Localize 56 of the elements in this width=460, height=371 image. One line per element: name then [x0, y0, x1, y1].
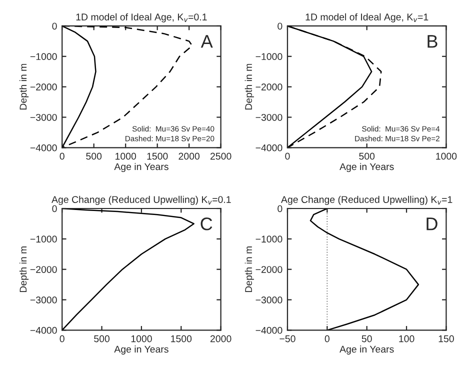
x-tick-label: 50: [362, 335, 372, 342]
x-tick-label: 0: [60, 152, 64, 160]
x-tick-label: 500: [359, 152, 375, 160]
x-tick-label: 150: [438, 335, 454, 342]
x-tick-label: 2500: [210, 152, 232, 160]
y-tick-label: 0: [52, 22, 57, 30]
x-tick-label: 1000: [436, 152, 457, 160]
x-tick-label: 500: [86, 152, 102, 160]
chart-title: Age Change (Reduced Upwelling) K$_{v}$=0.1: [52, 196, 231, 205]
chart-title: 1D model of Ideal Age, K$_{v}$=0.1: [76, 13, 207, 22]
y-tick-label: −3000: [30, 296, 57, 304]
y-tick-label: −3000: [256, 296, 282, 304]
y-axis-title: Depth in m: [244, 246, 254, 292]
y-tick-label: −4000: [30, 144, 57, 152]
y-tick-label: 0: [278, 22, 282, 30]
x-axis-title: Age in Years: [114, 346, 168, 355]
y-tick-label: −1000: [30, 236, 57, 243]
y-tick-label: −2000: [256, 84, 282, 90]
x-tick-label: 1500: [147, 152, 168, 160]
y-tick-label: −1000: [256, 236, 282, 243]
annotation: B: [428, 35, 438, 48]
x-axis-title: Age in Years: [340, 346, 394, 355]
y-axis-title: Depth in m: [19, 246, 29, 292]
y-tick-label: 0: [52, 205, 57, 212]
y-tick-label: 0: [278, 205, 282, 212]
x-tick-label: 2000: [178, 152, 200, 160]
annotation: D: [426, 218, 438, 230]
x-axis-title: Age in Years: [114, 162, 168, 172]
x-tick-label: 0: [285, 152, 290, 160]
annotation: C: [200, 217, 212, 230]
y-tick-label: −1000: [30, 53, 57, 60]
y-tick-label: −1000: [256, 53, 282, 60]
x-tick-label: 0: [60, 335, 64, 342]
x-axis-title: Age in Years: [340, 162, 394, 172]
y-tick-label: −2000: [256, 266, 282, 273]
y-tick-label: −3000: [256, 114, 282, 121]
chart-title: Age Change (Reduced Upwelling) K$_{v}$=1: [281, 196, 452, 205]
x-tick-label: 100: [399, 335, 414, 342]
y-tick-label: −4000: [30, 326, 57, 334]
y-tick-label: −4000: [256, 144, 282, 152]
y-tick-label: −4000: [256, 326, 282, 334]
y-tick-label: −3000: [30, 114, 57, 121]
y-tick-label: −2000: [30, 266, 57, 273]
line-series: [310, 208, 420, 330]
x-tick-label: −50: [280, 335, 296, 342]
x-tick-label: 2000: [210, 335, 232, 342]
x-tick-label: 0: [324, 335, 330, 342]
chart-title: 1D model of Ideal Age, K$_{v}$=1: [306, 13, 428, 22]
x-tick-label: 500: [94, 335, 110, 342]
x-tick-label: 1000: [131, 335, 152, 342]
y-axis-title: Depth in m: [19, 64, 29, 110]
x-tick-label: 1000: [116, 152, 136, 160]
y-axis-title: Depth in m: [244, 64, 254, 110]
y-tick-label: −2000: [30, 84, 57, 90]
annotation: A: [200, 35, 213, 48]
x-tick-label: 1500: [171, 335, 192, 342]
